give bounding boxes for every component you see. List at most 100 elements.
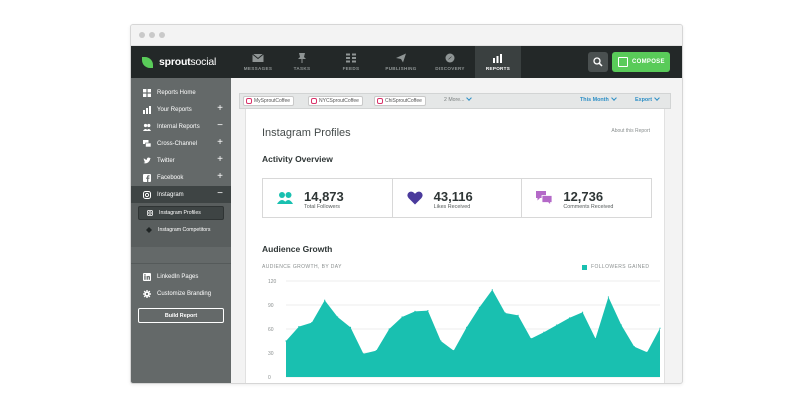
- data-point[interactable]: [466, 326, 468, 328]
- chevron-down-icon: [466, 95, 473, 101]
- activity-stats: 14,873 Total Followers 43,116 Likes Rece…: [262, 178, 652, 218]
- data-point[interactable]: [582, 311, 584, 313]
- stat-label: Likes Received: [433, 204, 471, 210]
- sidebar-item-facebook[interactable]: Facebook +: [131, 169, 231, 186]
- sidebar-item-linkedin-pages[interactable]: LinkedIn Pages: [131, 268, 231, 285]
- date-range-dropdown[interactable]: This Month: [580, 95, 617, 103]
- profile-chip[interactable]: ChiSproutCoffee: [374, 96, 426, 106]
- report-panel: Instagram Profiles About this Report Act…: [245, 109, 665, 383]
- search-button[interactable]: [588, 52, 608, 72]
- nav-messages[interactable]: MESSAGES: [235, 46, 281, 78]
- sidebar-subitem-instagram-profiles[interactable]: Instagram Profiles: [138, 206, 224, 220]
- facebook-icon: [143, 173, 151, 182]
- data-point[interactable]: [607, 296, 609, 298]
- sidebar-item-your-reports[interactable]: Your Reports +: [131, 101, 231, 118]
- data-point[interactable]: [440, 340, 442, 342]
- profile-chip[interactable]: NYCSproutCoffee: [308, 96, 363, 106]
- data-point[interactable]: [453, 350, 455, 352]
- stat-comments-received: 12,736 Comments Received: [522, 179, 651, 217]
- data-point[interactable]: [311, 322, 313, 324]
- sidebar-item-instagram[interactable]: Instagram −: [131, 186, 231, 203]
- brand-name: sproutsocial: [159, 56, 217, 68]
- comments-icon: [536, 191, 553, 205]
- stat-label: Total Followers: [304, 204, 340, 210]
- sidebar-item-cross-channel[interactable]: Cross-Channel +: [131, 135, 231, 152]
- instagram-icon: [246, 98, 252, 104]
- data-point[interactable]: [504, 312, 506, 314]
- data-point[interactable]: [646, 351, 648, 353]
- report-toolbar: MySproutCoffee NYCSproutCoffee ChiSprout…: [239, 93, 671, 109]
- envelope-icon: [252, 53, 264, 62]
- data-point[interactable]: [285, 340, 287, 342]
- data-point[interactable]: [491, 289, 493, 291]
- users-icon: [277, 192, 293, 204]
- stat-value: 43,116: [433, 189, 473, 204]
- data-point[interactable]: [375, 350, 377, 352]
- data-point[interactable]: [620, 324, 622, 326]
- compose-button[interactable]: COMPOSE: [612, 52, 670, 72]
- data-point[interactable]: [633, 346, 635, 348]
- collapse-icon[interactable]: −: [217, 120, 223, 131]
- nav-discovery[interactable]: DISCOVERY: [427, 46, 473, 78]
- stat-value: 12,736: [563, 189, 604, 204]
- data-point[interactable]: [298, 326, 300, 328]
- sidebar-item-internal-reports[interactable]: Internal Reports −: [131, 118, 231, 135]
- build-report-button[interactable]: Build Report: [138, 308, 224, 323]
- nav-tasks[interactable]: TASKS: [279, 46, 325, 78]
- sidebar-item-twitter[interactable]: Twitter +: [131, 152, 231, 169]
- compose-icon: [618, 57, 628, 67]
- twitter-icon: [143, 156, 151, 163]
- expand-icon[interactable]: +: [217, 103, 223, 114]
- audience-growth-title: Audience Growth: [262, 244, 333, 254]
- bar-chart-icon: [493, 54, 502, 63]
- expand-icon[interactable]: +: [217, 154, 223, 165]
- data-point[interactable]: [337, 316, 339, 318]
- area-series-followers-gained[interactable]: [286, 289, 660, 377]
- expand-icon[interactable]: +: [217, 171, 223, 182]
- sidebar-item-reports-home[interactable]: Reports Home: [131, 84, 231, 101]
- feeds-icon: [346, 53, 356, 63]
- data-point[interactable]: [543, 331, 545, 333]
- y-tick-label: 90: [268, 303, 274, 309]
- nav-reports[interactable]: REPORTS: [475, 46, 521, 78]
- data-point[interactable]: [324, 299, 326, 301]
- nav-feeds[interactable]: FEEDS: [328, 46, 374, 78]
- sidebar-item-customize-branding[interactable]: Customize Branding: [131, 285, 231, 302]
- sidebar-divider: [131, 263, 231, 264]
- grid-icon: [143, 88, 151, 97]
- expand-icon[interactable]: +: [217, 137, 223, 148]
- y-tick-label: 120: [268, 279, 277, 285]
- audience-growth-chart: 0 30 60 90 120: [268, 279, 661, 381]
- y-tick-label: 60: [268, 327, 274, 333]
- leaf-icon: [142, 56, 153, 68]
- bars-icon: [143, 105, 151, 114]
- data-point[interactable]: [427, 310, 429, 312]
- data-point[interactable]: [414, 310, 416, 312]
- data-point[interactable]: [659, 327, 661, 329]
- data-point[interactable]: [362, 353, 364, 355]
- data-point[interactable]: [594, 338, 597, 340]
- brand-logo[interactable]: sproutsocial: [142, 46, 216, 78]
- chart-legend[interactable]: FOLLOWERS GAINED: [582, 264, 649, 270]
- browser-window: sproutsocial MESSAGES TASKS FEEDS PUBLIS…: [130, 24, 683, 384]
- collapse-icon[interactable]: −: [217, 188, 223, 199]
- instagram-icon: [147, 210, 153, 216]
- export-dropdown[interactable]: Export: [635, 95, 660, 103]
- data-point[interactable]: [556, 324, 558, 326]
- chevron-down-icon: [610, 95, 617, 101]
- more-profiles-dropdown[interactable]: 2 More...: [444, 95, 473, 103]
- data-point[interactable]: [569, 317, 571, 319]
- about-report-link[interactable]: About this Report: [611, 128, 650, 134]
- data-point[interactable]: [349, 326, 352, 328]
- data-point[interactable]: [517, 314, 519, 316]
- data-point[interactable]: [388, 328, 390, 330]
- window-dot: [159, 32, 165, 38]
- data-point[interactable]: [478, 306, 480, 308]
- instagram-submenu: Instagram Profiles Instagram Competitors: [131, 203, 231, 247]
- compass-icon: [445, 53, 455, 63]
- data-point[interactable]: [530, 338, 532, 340]
- data-point[interactable]: [401, 316, 403, 318]
- profile-chip[interactable]: MySproutCoffee: [243, 96, 295, 106]
- sidebar-subitem-instagram-competitors[interactable]: Instagram Competitors: [138, 223, 224, 237]
- nav-publishing[interactable]: PUBLISHING: [378, 46, 424, 78]
